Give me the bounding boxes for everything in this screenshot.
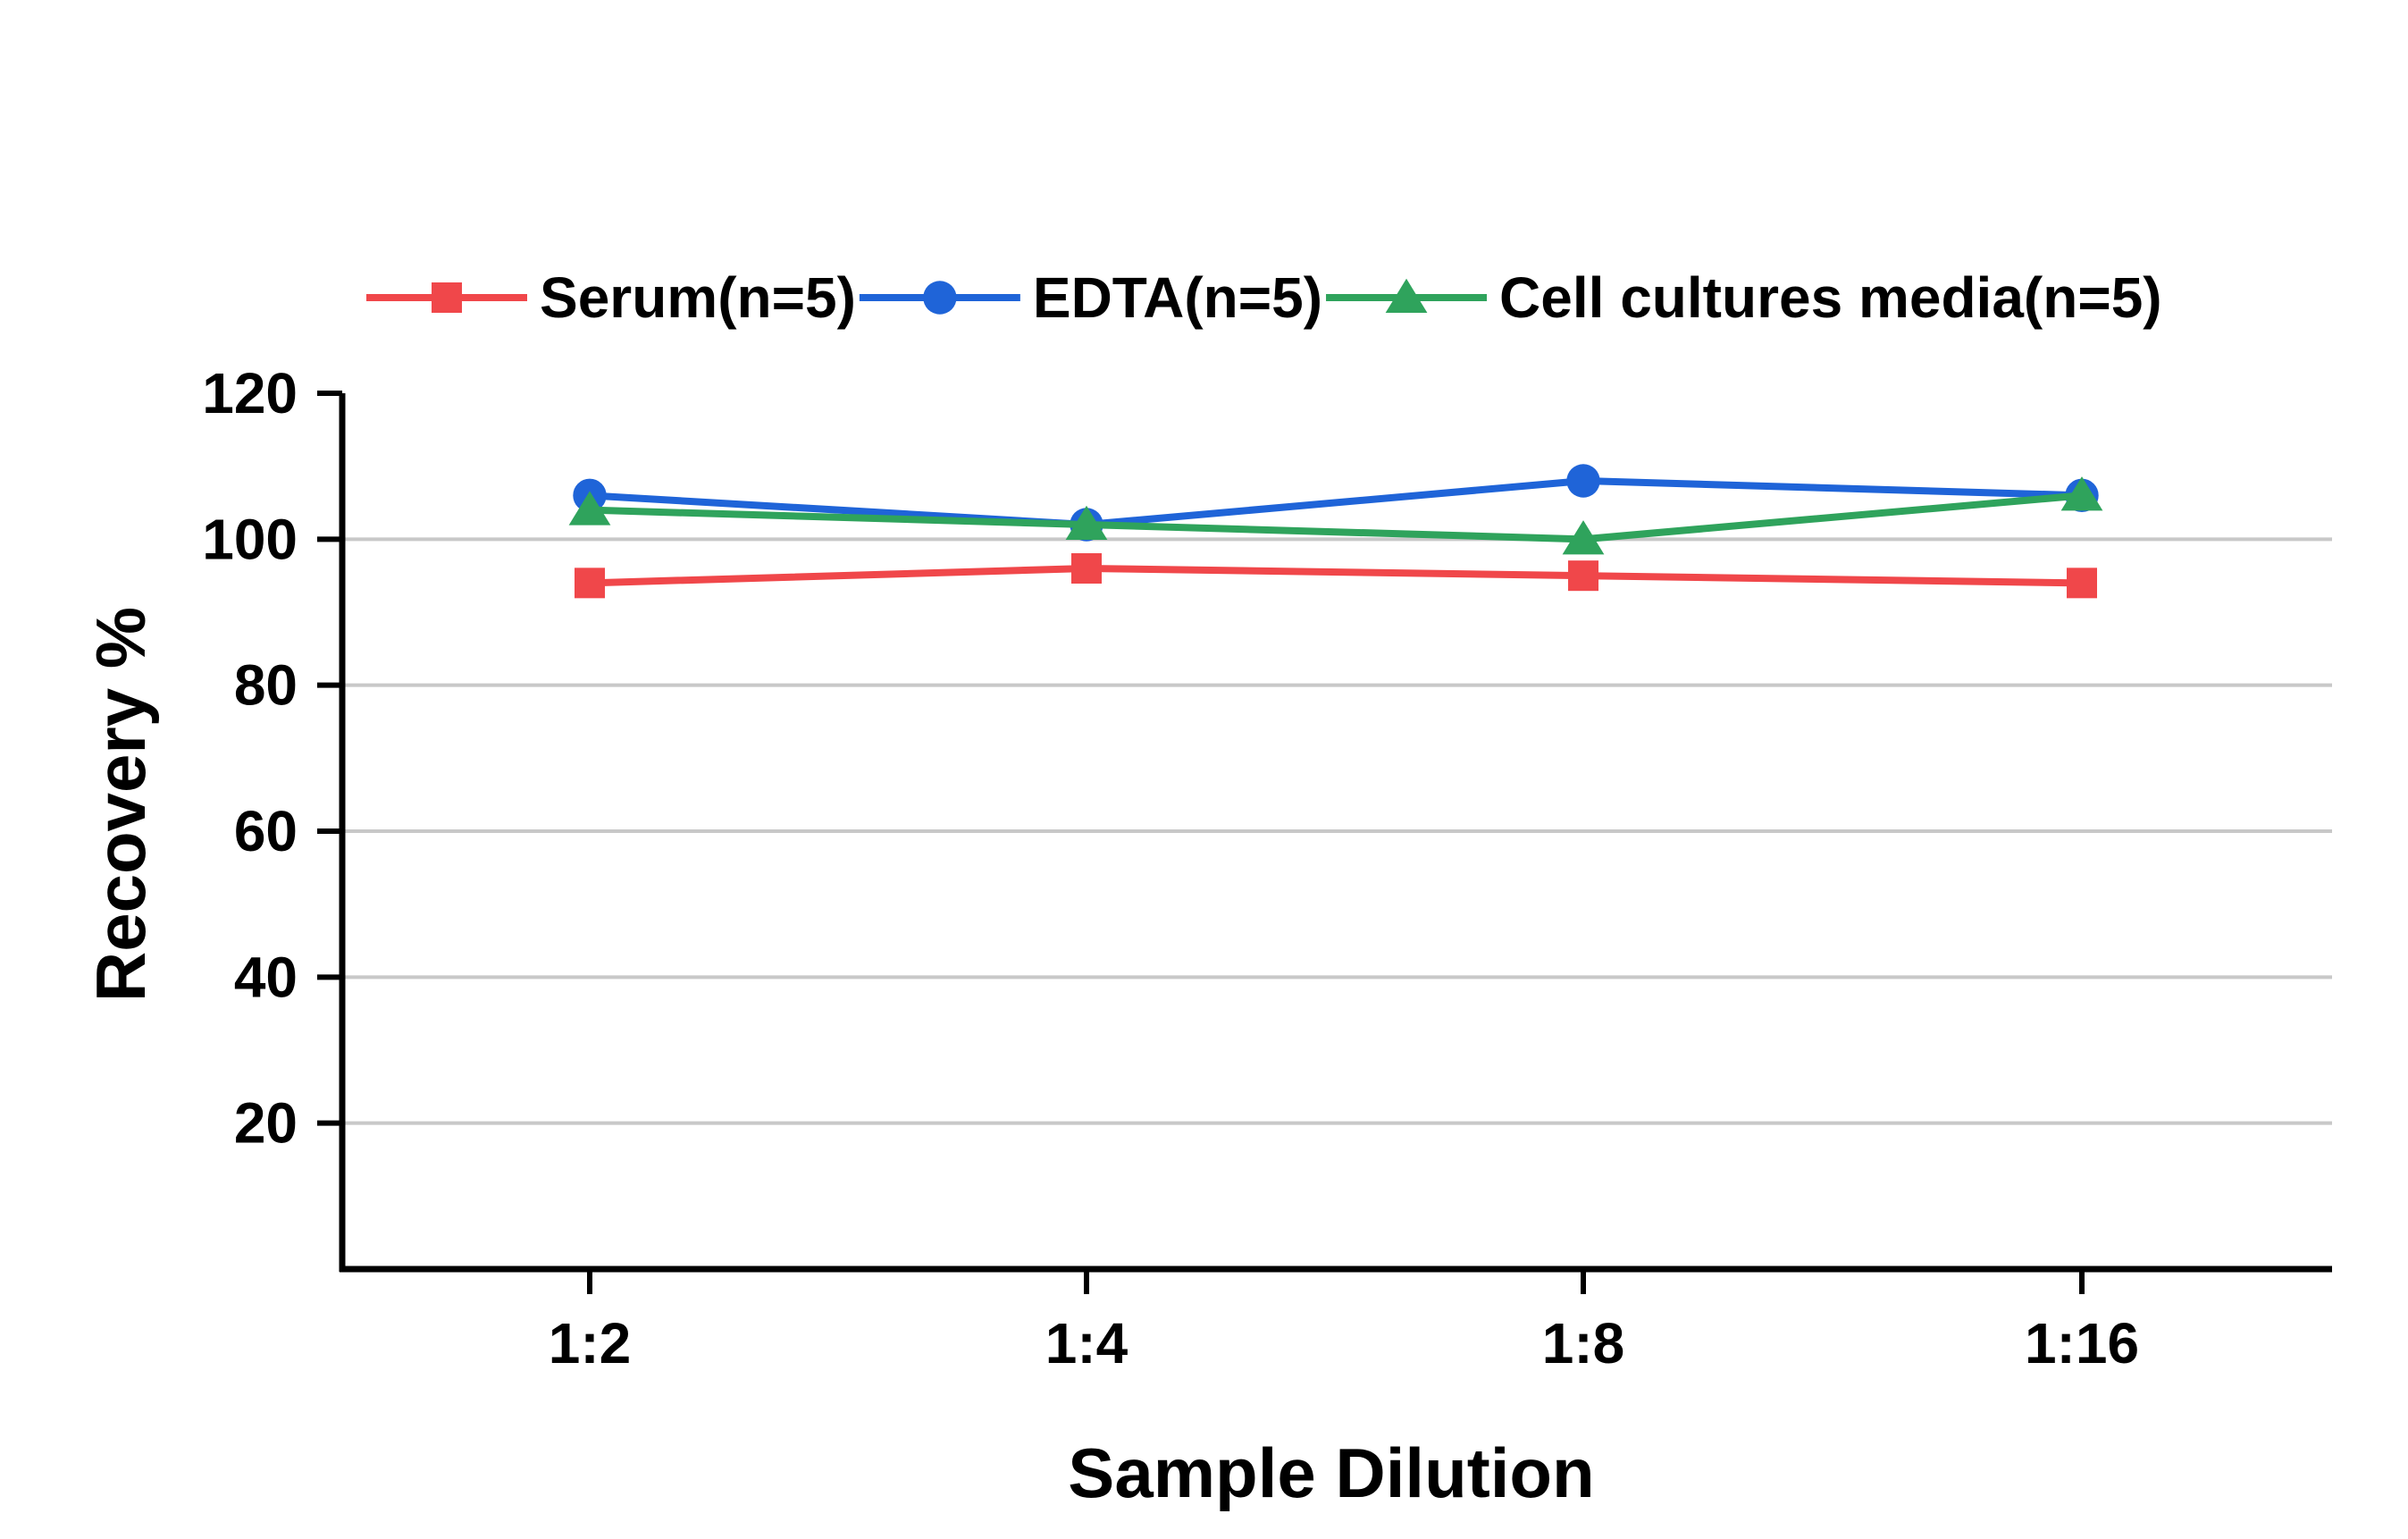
- series-line-1: [589, 477, 2083, 528]
- y-tick-label-40: 40: [234, 945, 298, 1009]
- data-point-0-2: [1568, 560, 1598, 592]
- legend-label-1: EDTA(n=5): [1033, 265, 1322, 330]
- axes: 20 40 60 80 100 120 1:2 1:4 1:8 1:16: [202, 361, 2332, 1375]
- data-point-2-2: [1562, 520, 1605, 555]
- gridlines: [342, 537, 2332, 1125]
- y-tick-label-120: 120: [202, 361, 298, 425]
- y-tick-label-100: 100: [202, 507, 298, 571]
- x-tick-label-1: 1:4: [1045, 1311, 1128, 1375]
- x-tick-label-0: 1:2: [549, 1311, 632, 1375]
- data-point-1-2: [1566, 464, 1600, 498]
- legend-label-0: Serum(n=5): [540, 265, 856, 330]
- data-point-2-0: [568, 491, 611, 526]
- series-2: [568, 476, 2103, 555]
- y-tick-label-80: 80: [234, 653, 298, 718]
- y-tick-label-20: 20: [234, 1091, 298, 1156]
- data-point-0-3: [2067, 568, 2097, 599]
- legend-marker-2: [1385, 278, 1428, 313]
- y-axis-title: Recovery %: [81, 607, 160, 1002]
- data-point-0-1: [1071, 553, 1102, 584]
- x-axis-title: Sample Dilution: [1068, 1434, 1594, 1512]
- series-line-0: [589, 565, 2083, 587]
- x-tick-label-3: 1:16: [2025, 1311, 2139, 1375]
- series-group: [568, 464, 2103, 599]
- data-point-0-0: [575, 568, 605, 599]
- legend: Serum(n=5) EDTA(n=5) Cell cultures media(n…: [366, 265, 2162, 330]
- legend-item-0: Serum(n=5): [366, 265, 856, 330]
- x-tick-label-2: 1:8: [1542, 1311, 1625, 1375]
- legend-item-1: EDTA(n=5): [859, 265, 1322, 330]
- data-point-2-1: [1065, 505, 1108, 540]
- data-point-2-3: [2060, 476, 2103, 511]
- legend-label-2: Cell cultures media(n=5): [1499, 265, 2162, 330]
- legend-item-2: Cell cultures media(n=5): [1326, 265, 2162, 330]
- series-0: [575, 553, 2097, 599]
- series-line-2: [589, 492, 2083, 543]
- y-tick-label-60: 60: [234, 799, 298, 863]
- legend-marker-1: [923, 281, 957, 315]
- legend-marker-0: [432, 282, 462, 313]
